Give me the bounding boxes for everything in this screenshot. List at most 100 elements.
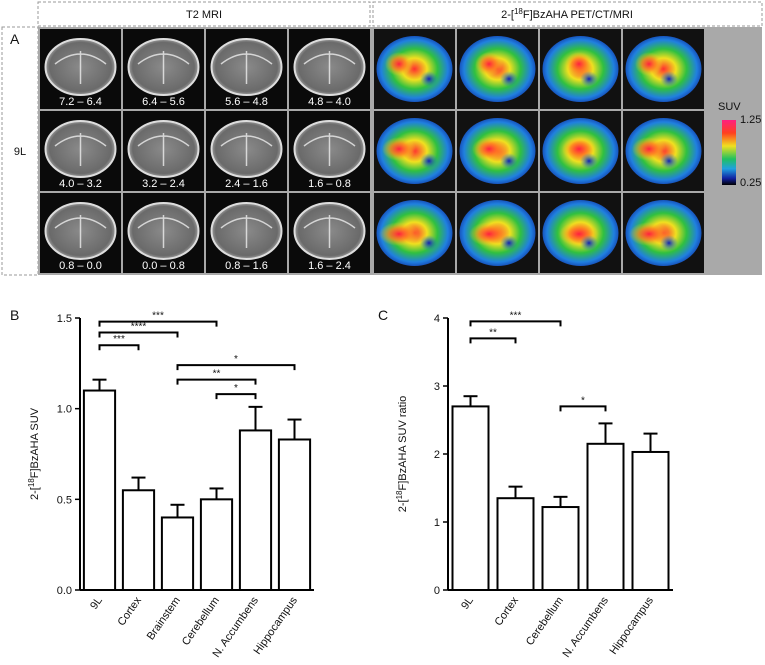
- y-tick-label: 1.5: [57, 313, 72, 325]
- y-axis-title: 2-[18F]BzAHA SUV ratio: [395, 396, 409, 513]
- mri-structure: [54, 133, 107, 166]
- pet-cold: [660, 235, 678, 251]
- significance-bracket: [559, 405, 607, 412]
- slice-label: 5.6 – 4.8: [225, 96, 268, 108]
- pet-hot: [635, 52, 663, 76]
- header-box: [37, 1, 371, 27]
- slice-label: 0.8 – 1.6: [225, 260, 268, 272]
- pet-cold: [420, 71, 438, 87]
- y-title-post: F]BzAHA SUV: [29, 407, 41, 478]
- mri-structure: [137, 133, 190, 166]
- x-tick-label: N. Accumbens: [560, 594, 611, 659]
- pet-cold: [660, 71, 678, 87]
- pet-cold: [500, 235, 518, 251]
- image-panels: 7.2 – 6.4 6.4 – 5.6 5.6 – 4.8 4.8 – 4.0 4.0 …: [40, 29, 704, 273]
- slice-label: 3.2 – 2.4: [142, 178, 185, 190]
- significance-label: *: [234, 354, 238, 365]
- slice-label: 1.6 – 0.8: [308, 178, 351, 190]
- slice-label: 7.2 – 6.4: [59, 96, 102, 108]
- y-title-pre: 2-[: [397, 499, 409, 512]
- significance-bracket: [98, 320, 218, 327]
- significance-bracket: [469, 320, 562, 327]
- significance-bracket: [176, 378, 257, 385]
- x-tick-label: Cerebellum: [524, 595, 566, 648]
- colorbar-min: 0.25: [740, 177, 761, 189]
- significance-label: *: [581, 395, 585, 406]
- pet-cold: [420, 153, 438, 169]
- slice-label: 0.8 – 0.0: [59, 260, 102, 272]
- y-title-pre: 2-[: [29, 487, 41, 500]
- bar: [160, 516, 195, 592]
- bar: [121, 489, 156, 591]
- row-label: 9L: [14, 146, 26, 158]
- pet-hot: [382, 137, 416, 161]
- pet-hot: [472, 137, 506, 161]
- significance-label: *: [234, 383, 238, 394]
- slice-label: 4.0 – 3.2: [59, 178, 102, 190]
- pet-cold: [580, 153, 598, 169]
- header-post: F]BzAHA PET/CT/MRI: [523, 9, 633, 21]
- pet-cold: [580, 71, 598, 87]
- panel-label: A: [10, 31, 20, 47]
- y-tick-label: 2: [434, 449, 440, 461]
- pet-hot: [629, 222, 669, 246]
- pet-cold: [420, 235, 438, 251]
- significance-bracket: [176, 364, 296, 371]
- pet-hot: [565, 52, 593, 76]
- header-sup: 18: [514, 7, 523, 16]
- mri-structure: [54, 51, 107, 84]
- x-tick-label: Brainstem: [145, 595, 183, 642]
- mri-structure: [220, 51, 273, 84]
- pet-hot: [475, 52, 503, 76]
- pet-cold: [500, 71, 518, 87]
- pet-hot: [469, 222, 509, 246]
- significance-label: ****: [131, 322, 147, 333]
- slice-label: 4.8 – 4.0: [308, 96, 351, 108]
- bar: [496, 497, 535, 592]
- slice-label: 2.4 – 1.6: [225, 178, 268, 190]
- pet-hot: [379, 222, 419, 246]
- x-tick-label: Cortex: [116, 594, 145, 628]
- y-title-sup: 18: [395, 490, 404, 499]
- pet-cold: [500, 153, 518, 169]
- x-tick-label: Hippocampus: [608, 594, 657, 656]
- mri-structure: [54, 215, 107, 248]
- significance-label: ***: [152, 311, 164, 322]
- y-tick-label: 0.5: [57, 494, 72, 506]
- x-tick-label: 9L: [459, 595, 476, 612]
- header-box: [372, 1, 763, 27]
- mri-structure: [303, 133, 356, 166]
- bar: [238, 429, 273, 591]
- x-tick-label: Cerebellum: [180, 595, 222, 648]
- y-title-sup: 18: [27, 478, 36, 487]
- panel-label: B: [10, 307, 19, 323]
- mri-structure: [137, 215, 190, 248]
- pet-hot: [385, 52, 413, 76]
- bar: [631, 450, 670, 591]
- mri-structure: [137, 51, 190, 84]
- y-tick-label: 4: [434, 313, 440, 325]
- x-tick-label: 9L: [88, 595, 105, 612]
- header-mri: T2 MRI: [186, 9, 222, 21]
- significance-bracket: [215, 393, 257, 400]
- bar: [82, 389, 117, 591]
- slice-label: 6.4 – 5.6: [142, 96, 185, 108]
- pet-cold: [580, 235, 598, 251]
- panel-label: C: [378, 307, 388, 323]
- bar: [451, 405, 490, 591]
- bar: [586, 442, 625, 591]
- x-tick-label: Cortex: [493, 594, 522, 628]
- bar: [277, 438, 312, 592]
- y-axis-title: 2-[18F]BzAHA SUV: [27, 407, 41, 500]
- y-tick-label: 0.0: [57, 585, 72, 597]
- header-pet: 2-[18F]BzAHA PET/CT/MRI: [501, 7, 633, 21]
- significance-label: **: [489, 327, 497, 338]
- y-tick-label: 1: [434, 517, 440, 529]
- mri-structure: [220, 133, 273, 166]
- colorbar-title: SUV: [718, 101, 741, 113]
- pet-cold: [660, 153, 678, 169]
- mri-structure: [303, 215, 356, 248]
- y-tick-label: 1.0: [57, 404, 72, 416]
- significance-label: ***: [113, 334, 125, 345]
